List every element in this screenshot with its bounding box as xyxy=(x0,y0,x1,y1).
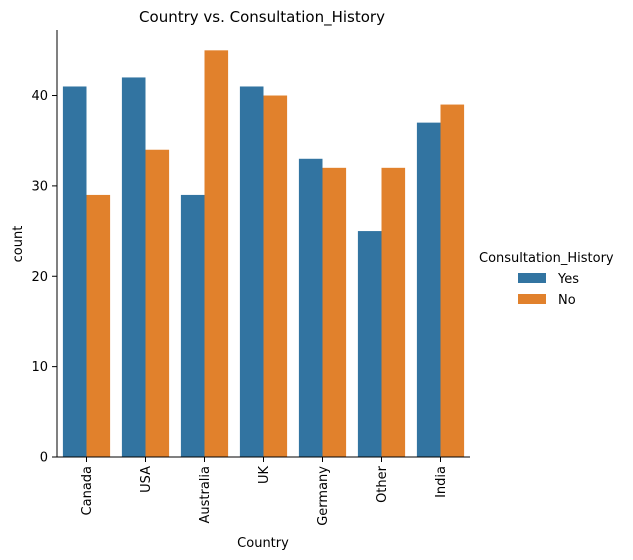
legend-swatch-yes xyxy=(518,273,546,283)
legend-label-no: No xyxy=(558,293,576,308)
x-tick-label: Canada xyxy=(80,466,95,515)
bar-other-no xyxy=(381,167,406,457)
x-axis-label: Country xyxy=(237,536,289,551)
bar-canada-yes xyxy=(62,86,87,458)
x-tick-label: Australia xyxy=(198,466,213,524)
bar-usa-yes xyxy=(121,77,146,457)
chart-title: Country vs. Consultation_History xyxy=(139,8,385,27)
legend: Consultation_History Yes No xyxy=(479,251,614,308)
y-tick-label: 30 xyxy=(31,179,48,194)
y-tick-label: 40 xyxy=(31,89,48,104)
y-tick-label: 0 xyxy=(40,451,48,466)
bar-germany-no xyxy=(322,167,347,457)
bar-other-yes xyxy=(357,231,382,457)
bar-usa-no xyxy=(145,149,170,458)
bar-canada-no xyxy=(86,194,111,458)
y-axis-label: count xyxy=(11,226,26,263)
bar-australia-yes xyxy=(180,194,205,458)
y-axis: 0 10 20 30 40 xyxy=(31,30,58,466)
bar-uk-yes xyxy=(239,86,264,458)
bar-germany-yes xyxy=(298,158,323,457)
bars-group xyxy=(62,50,465,458)
y-tick-label: 20 xyxy=(31,270,48,285)
x-tick-label: Other xyxy=(375,465,390,503)
bar-india-no xyxy=(440,104,465,458)
x-tick-label: India xyxy=(434,466,449,498)
legend-label-yes: Yes xyxy=(557,272,579,287)
x-tick-label: USA xyxy=(139,466,154,493)
x-tick-label: Germany xyxy=(316,466,331,526)
y-tick-label: 10 xyxy=(31,360,48,375)
legend-title: Consultation_History xyxy=(479,251,614,266)
x-axis: Canada USA Australia UK Germany Other India xyxy=(57,456,470,526)
legend-swatch-no xyxy=(518,294,546,304)
bar-australia-no xyxy=(204,50,229,457)
bar-uk-no xyxy=(263,95,288,457)
x-tick-label: UK xyxy=(257,466,272,485)
bar-india-yes xyxy=(416,122,441,457)
